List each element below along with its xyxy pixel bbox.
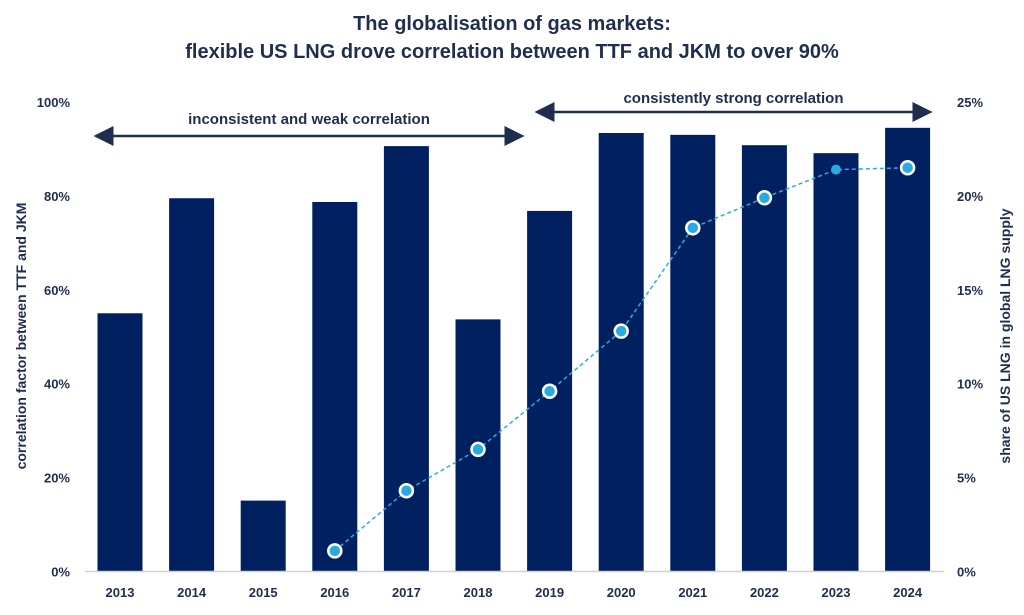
x-tick-label: 2019 <box>535 585 564 600</box>
line-point-2022 <box>756 190 773 206</box>
line-point-2016 <box>327 543 343 559</box>
bar-2023 <box>813 153 859 572</box>
line-point-2018 <box>470 441 486 458</box>
line-point-2023 <box>831 164 841 175</box>
bar-2020 <box>598 132 644 572</box>
bar-2016 <box>312 202 358 572</box>
y-axis-label: correlation factor between TTF and JKM <box>13 203 29 470</box>
annotation-label: consistently strong correlation <box>623 90 843 107</box>
bar-2017 <box>383 146 429 572</box>
y-tick-label: 40% <box>44 377 70 392</box>
bar-2024 <box>885 127 931 572</box>
y-tick-label: 0% <box>51 565 70 580</box>
y-tick-label: 80% <box>44 189 70 204</box>
y2-tick-label: 25% <box>957 95 983 110</box>
y2-axis-label: share of US LNG in global LNG supply <box>997 208 1013 463</box>
bar-2014 <box>169 198 215 572</box>
bar-2022 <box>741 145 787 572</box>
x-tick-label: 2014 <box>177 585 207 600</box>
x-tick-label: 2017 <box>392 585 421 600</box>
y2-tick-label: 5% <box>957 471 976 486</box>
us-lng-share-line <box>334 166 908 552</box>
line-point-2017 <box>398 482 415 499</box>
y-tick-label: 60% <box>44 283 70 298</box>
line-point-2021 <box>685 220 701 236</box>
x-tick-label: 2013 <box>106 585 135 600</box>
y-tick-label: 100% <box>37 95 71 110</box>
annotation-label: inconsistent and weak correlation <box>188 111 430 128</box>
chart-subtitle: flexible US LNG drove correlation betwee… <box>185 41 839 63</box>
chart-title: The globalisation of gas markets: <box>353 13 671 35</box>
bar-2013 <box>97 313 143 572</box>
y2-tick-label: 10% <box>957 377 983 392</box>
x-tick-label: 2016 <box>320 585 349 600</box>
x-tick-label: 2022 <box>750 585 779 600</box>
y2-tick-label: 15% <box>957 283 983 298</box>
bar-2015 <box>240 500 286 572</box>
x-tick-label: 2015 <box>249 585 278 600</box>
y-tick-label: 20% <box>44 471 70 486</box>
y2-tick-label: 20% <box>957 189 983 204</box>
x-tick-label: 2023 <box>822 585 851 600</box>
line-point-2019 <box>541 383 558 399</box>
bar-2021 <box>670 134 716 572</box>
line-point-2024 <box>899 159 916 176</box>
y2-tick-label: 0% <box>957 565 976 580</box>
x-tick-label: 2018 <box>464 585 493 600</box>
line-point-2020 <box>613 323 629 339</box>
x-tick-label: 2021 <box>678 585 707 600</box>
x-tick-label: 2020 <box>607 585 636 600</box>
x-tick-label: 2024 <box>893 585 923 600</box>
